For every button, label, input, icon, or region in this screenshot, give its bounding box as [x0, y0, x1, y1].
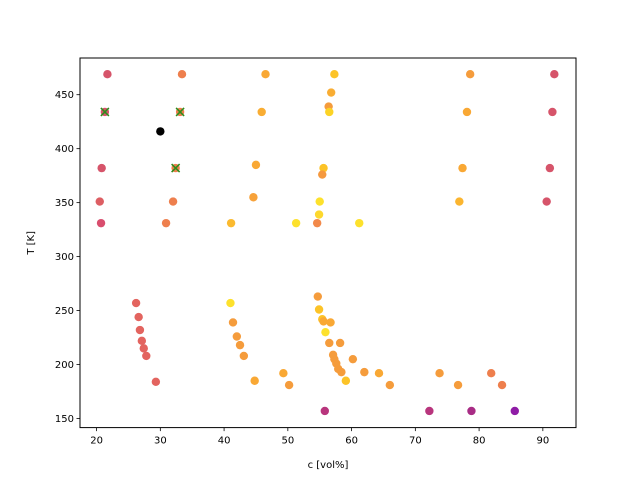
x-tick-label: 20: [90, 436, 103, 447]
data-point: [235, 340, 245, 350]
data-point: [313, 292, 322, 301]
data-point: [318, 170, 327, 179]
data-point: [131, 298, 141, 308]
data-point: [228, 318, 238, 327]
data-point: [251, 160, 261, 170]
data-point: [325, 107, 334, 117]
data-point: [232, 332, 242, 341]
data-point: [497, 380, 507, 390]
data-point: [168, 197, 178, 206]
data-point: [314, 305, 324, 314]
y-axis-label: T [K]: [26, 231, 37, 256]
cross-marker-stroke: [171, 163, 181, 173]
data-point: [249, 193, 258, 202]
data-point: [177, 69, 187, 79]
data-point: [542, 197, 551, 206]
data-point: [319, 317, 328, 326]
data-point: [510, 406, 519, 416]
data-point: [360, 367, 369, 377]
data-point: [545, 163, 555, 173]
x-tick-label: 80: [473, 436, 486, 447]
cross-marker: [100, 107, 110, 117]
data-point: [355, 218, 364, 228]
data-point: [435, 368, 444, 378]
x-axis-ticks: 20 30 40 50 60 70 80 90: [90, 427, 549, 447]
y-tick-label: 200: [55, 360, 74, 371]
data-point: [161, 218, 171, 228]
data-point: [330, 69, 339, 79]
y-tick-label: 450: [55, 90, 74, 101]
data-point: [151, 377, 161, 387]
data-point: [425, 406, 434, 416]
x-tick-label: 90: [536, 436, 549, 447]
data-point: [261, 69, 270, 79]
data-point: [139, 344, 148, 353]
x-axis-label: c [vol%]: [308, 460, 349, 471]
data-point: [319, 163, 328, 173]
plot-frame: [79, 57, 577, 429]
x-tick-label: 70: [409, 436, 422, 447]
y-axis-ticks: 150 200 250 300 350 400 450: [55, 90, 80, 425]
data-point: [142, 351, 151, 361]
y-tick-label: 150: [55, 414, 74, 425]
cross-marker: [171, 163, 181, 173]
data-point: [326, 88, 336, 97]
data-point: [548, 107, 557, 117]
data-point: [326, 318, 335, 327]
data-point: [135, 325, 145, 335]
data-point: [96, 218, 106, 228]
data-point: [250, 376, 259, 385]
data-point: [321, 327, 330, 337]
data-point: [341, 376, 351, 385]
data-point: [337, 367, 346, 377]
data-point: [325, 338, 334, 348]
cross-marker-stroke: [100, 107, 110, 117]
data-point: [335, 338, 345, 348]
data-point: [312, 218, 322, 228]
data-point: [226, 298, 235, 308]
cross-marker: [175, 107, 185, 117]
data-point: [284, 380, 294, 390]
data-point: [279, 368, 288, 378]
data-point: [97, 163, 106, 173]
x-tick-label: 30: [154, 436, 167, 447]
cross-marker-stroke: [175, 107, 185, 117]
data-point: [467, 406, 476, 416]
y-tick-label: 250: [55, 306, 74, 317]
data-point: [385, 380, 395, 390]
data-point: [462, 107, 472, 117]
data-point: [134, 312, 143, 322]
data-point: [465, 69, 475, 79]
data-point: [103, 69, 112, 79]
data-point: [95, 197, 104, 206]
y-tick-label: 400: [55, 144, 74, 155]
y-tick-label: 300: [55, 252, 74, 263]
data-point: [348, 354, 358, 364]
markers-layer: [100, 107, 185, 173]
data-point: [487, 368, 496, 378]
data-point: [137, 336, 147, 346]
data-point: [239, 351, 249, 361]
data-point: [455, 197, 464, 206]
data-point: [374, 368, 384, 378]
data-point: [291, 218, 301, 228]
data-point: [314, 210, 324, 219]
data-point: [320, 406, 330, 416]
x-tick-label: 40: [218, 436, 231, 447]
data-point: [315, 197, 324, 206]
data-point: [257, 107, 266, 117]
data-point: [458, 163, 467, 173]
x-tick-label: 50: [281, 436, 294, 447]
data-point: [453, 380, 463, 390]
x-tick-label: 60: [345, 436, 358, 447]
data-point: [156, 127, 165, 136]
data-point: [226, 218, 236, 228]
data-point: [550, 69, 559, 79]
y-tick-label: 350: [55, 198, 74, 209]
